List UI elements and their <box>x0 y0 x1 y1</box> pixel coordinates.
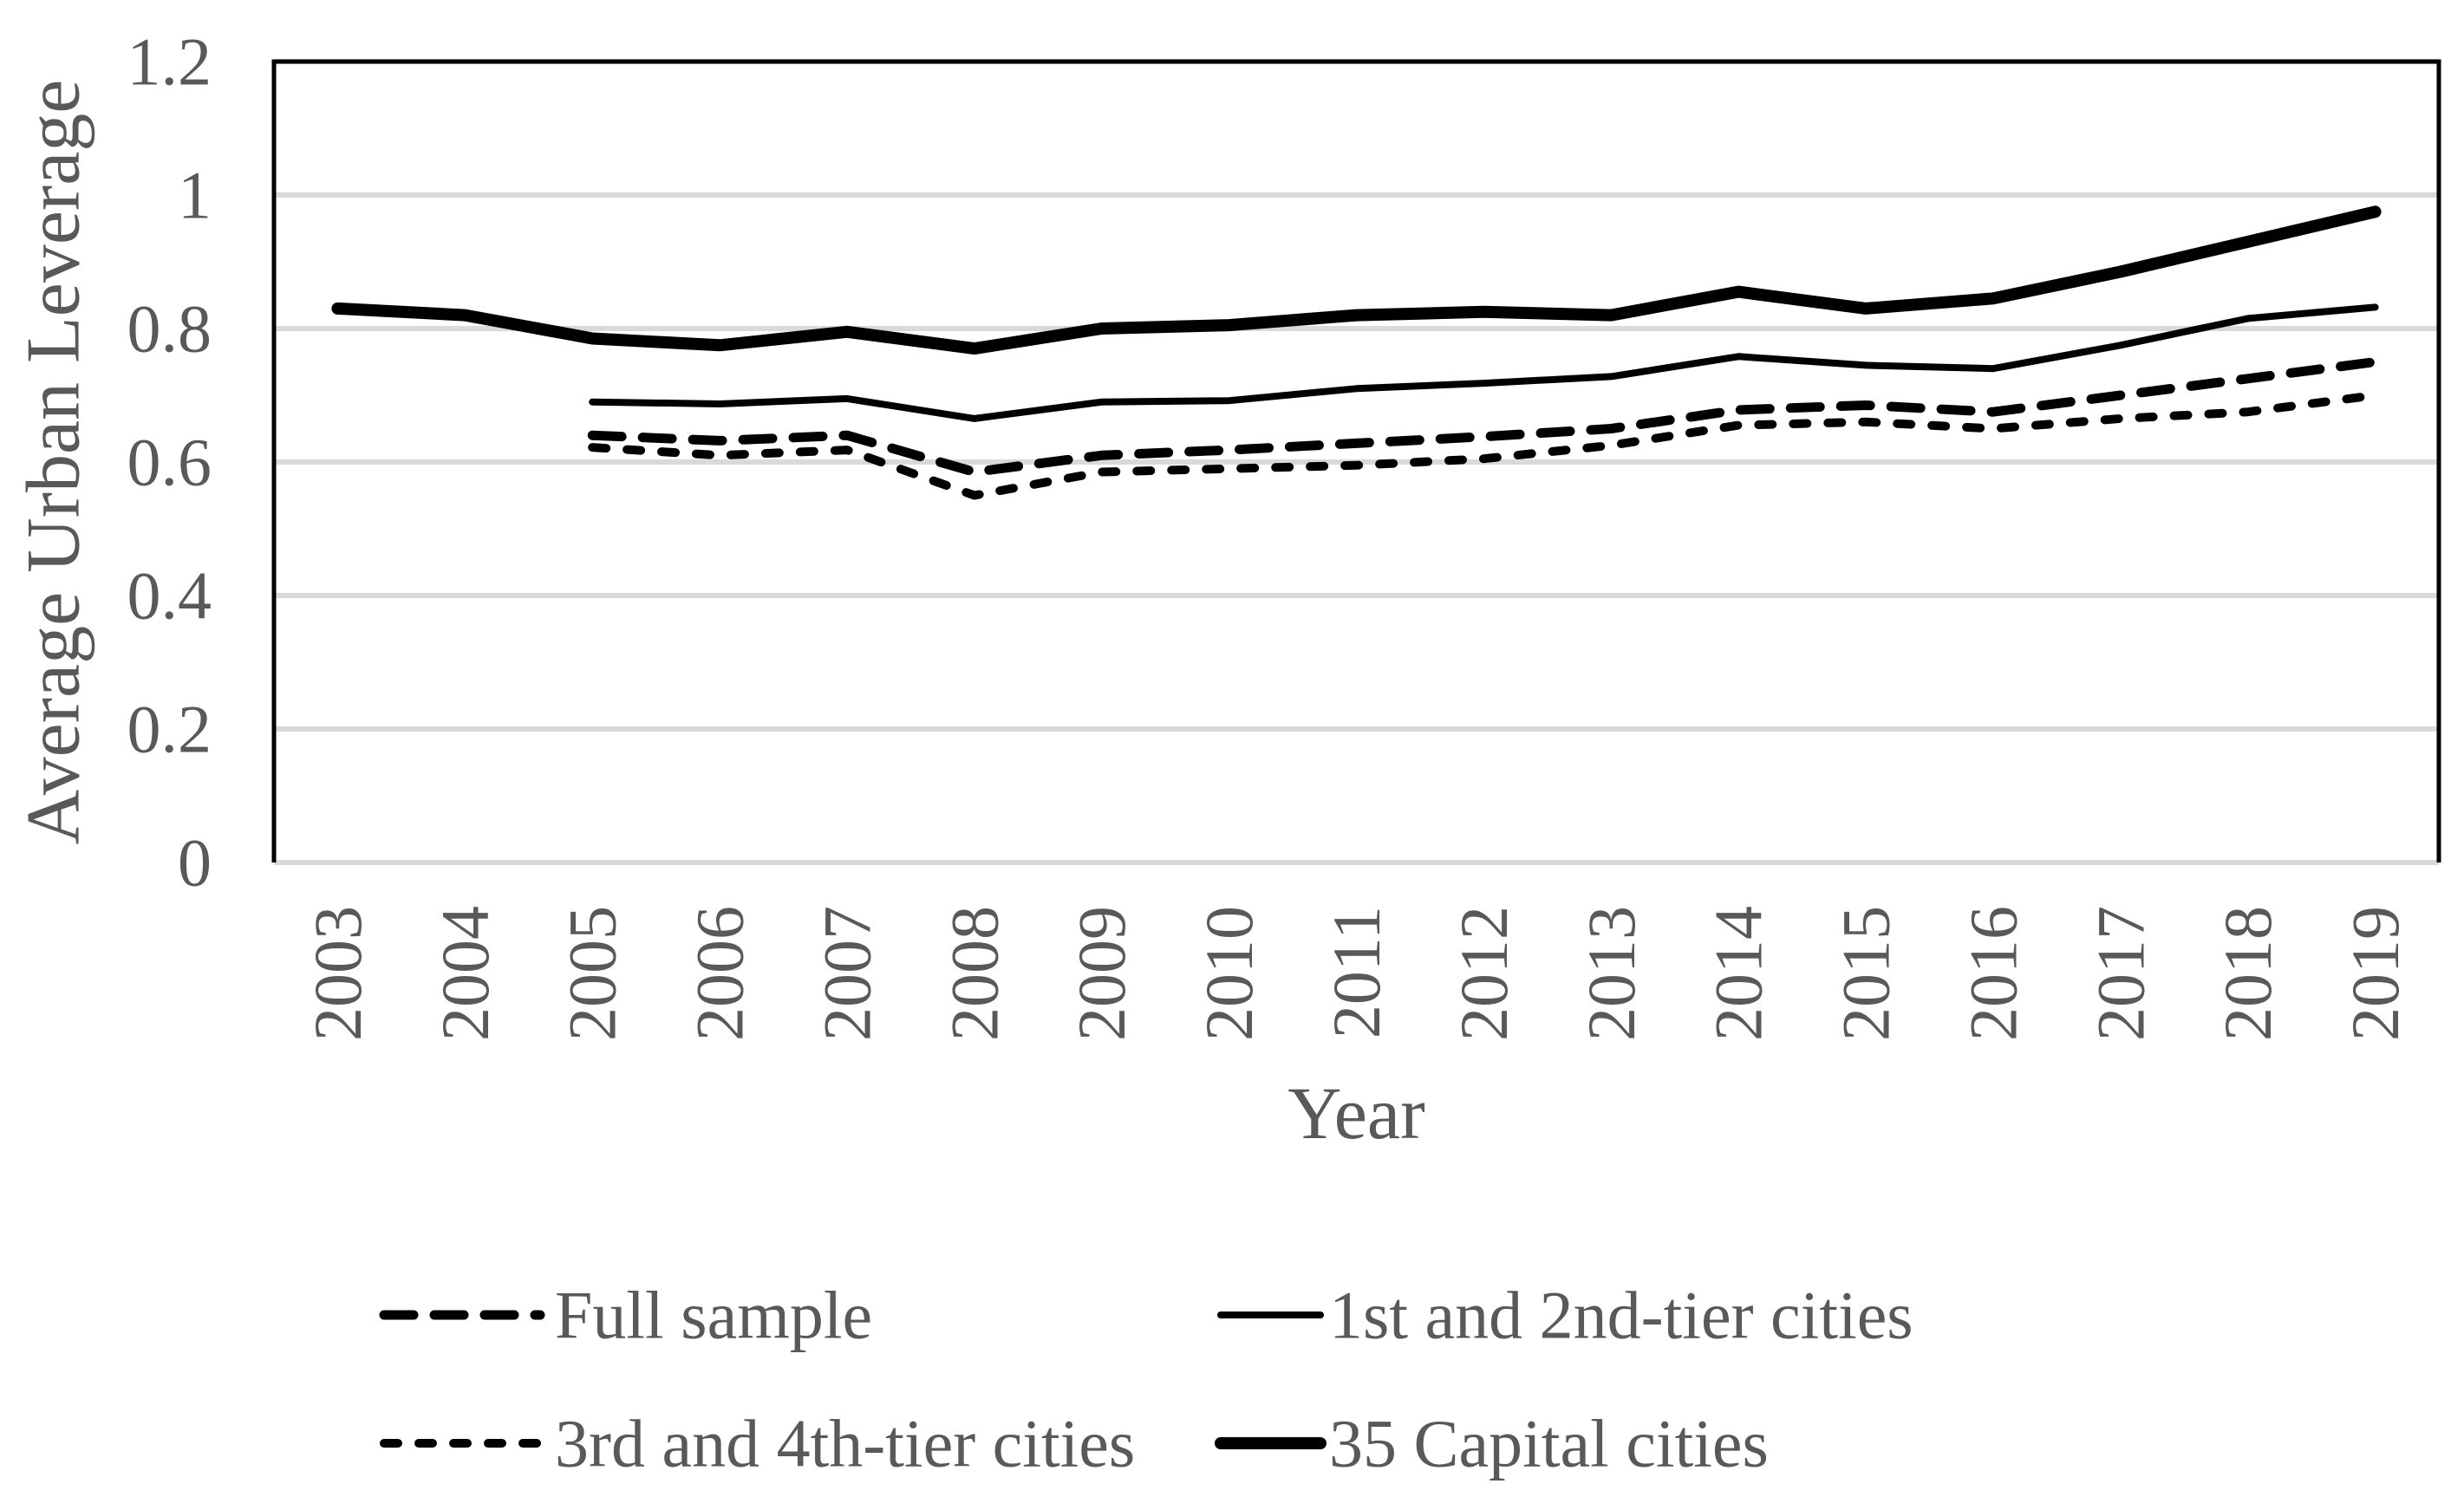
series-line-35-capital-cities <box>331 205 2382 355</box>
y-tick-label: 1.2 <box>127 24 212 100</box>
x-tick-label: 2008 <box>936 906 1012 1041</box>
x-tick-label: 2009 <box>1064 906 1139 1041</box>
y-tick-label: 0.6 <box>127 425 212 500</box>
x-tick-label: 2017 <box>2083 906 2158 1041</box>
x-tick-label: 2012 <box>1446 906 1522 1041</box>
y-tick-label: 0 <box>178 825 212 901</box>
series-line-1st-and-2nd-tier-cities <box>589 303 2379 422</box>
x-axis-tick-labels: 2003 2004 2005 2006 2007 2008 2009 2010 2011 2012… <box>300 906 2413 1041</box>
y-axis-tick-labels: 0 0.2 0.4 0.6 0.8 1 1.2 <box>127 24 212 901</box>
y-tick-label: 1 <box>178 158 212 233</box>
x-tick-label: 2004 <box>427 906 503 1041</box>
x-tick-label: 2015 <box>1828 906 1904 1041</box>
x-tick-label: 2014 <box>1701 906 1776 1041</box>
series-line-full-sample <box>587 357 2381 477</box>
x-tick-label: 2019 <box>2337 906 2413 1041</box>
x-tick-label: 2007 <box>810 906 885 1041</box>
series-line-3rd-and-4th-tier-cities <box>588 391 2380 500</box>
x-tick-label: 2010 <box>1191 906 1267 1041</box>
legend-label: 3rd and 4th-tier cities <box>555 1406 1135 1481</box>
y-tick-label: 0.8 <box>127 291 212 367</box>
y-tick-label: 0.4 <box>127 558 212 634</box>
x-tick-label: 2013 <box>1574 906 1649 1041</box>
x-tick-label: 2006 <box>682 906 758 1041</box>
legend-label: 1st and 2nd-tier cities <box>1329 1278 1913 1353</box>
x-tick-label: 2011 <box>1319 906 1394 1038</box>
y-axis-title: Average Urban Leverage <box>12 80 96 845</box>
x-axis-title: Year <box>1287 1071 1424 1155</box>
x-tick-label: 2016 <box>1955 906 2031 1041</box>
legend-label: Full sample <box>555 1278 872 1353</box>
x-tick-label: 2005 <box>555 906 630 1041</box>
legend-label: 35 Capital cities <box>1329 1406 1769 1481</box>
legend: Full sample 1st and 2nd-tier cities 3rd an… <box>379 1278 1913 1481</box>
x-tick-label: 2018 <box>2210 906 2285 1041</box>
x-tick-label: 2003 <box>300 906 375 1041</box>
series-lines <box>331 205 2382 500</box>
plot-border <box>271 59 2441 862</box>
y-tick-label: 0.2 <box>127 692 212 767</box>
